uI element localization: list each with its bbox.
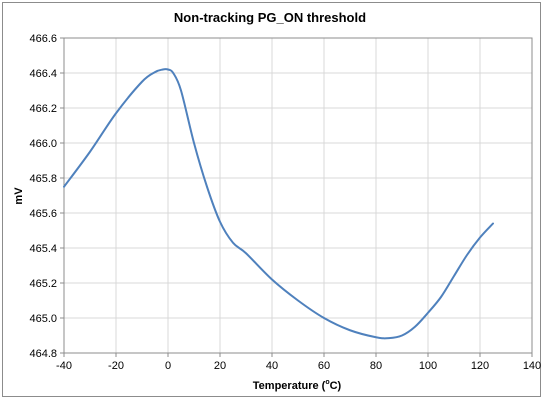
y-tick-label: 466.6 <box>29 33 57 45</box>
data-point <box>466 254 468 256</box>
data-point <box>388 337 390 339</box>
x-tick-label: 100 <box>419 360 437 372</box>
data-point <box>297 299 299 302</box>
data-point <box>401 334 403 337</box>
x-tick-label: 140 <box>523 360 541 372</box>
data-point <box>115 112 117 114</box>
data-point <box>162 68 164 71</box>
data-point <box>492 222 494 225</box>
data-point <box>89 151 91 153</box>
series-line <box>63 68 494 340</box>
y-tick-label: 466.4 <box>29 68 57 80</box>
y-tick-label: 466.2 <box>29 103 57 115</box>
x-tick-label: 120 <box>471 360 489 372</box>
data-point <box>245 252 247 254</box>
chart-title: Non-tracking PG_ON threshold <box>174 10 366 25</box>
data-point <box>167 68 169 71</box>
data-point <box>172 72 174 74</box>
data-point <box>427 312 429 314</box>
x-tick-label: 20 <box>214 360 226 372</box>
plot-area-border <box>63 37 533 354</box>
data-point <box>453 275 455 277</box>
tick-labels: -40 -20 0 20 40 60 80 100 120 140 464.8 465.0 465.2 4… <box>29 33 541 372</box>
gridlines <box>60 37 533 357</box>
y-tick-label: 465.4 <box>29 243 57 255</box>
data-point <box>479 236 481 239</box>
data-point <box>219 221 221 223</box>
x-axis-label: Temperature (oC) <box>253 379 342 392</box>
y-tick-label: 465.6 <box>29 208 57 220</box>
data-point <box>375 336 377 338</box>
x-axis-label-post: C) <box>330 380 342 392</box>
data-point <box>63 186 65 188</box>
y-tick-label: 465.0 <box>29 313 57 325</box>
x-tick-label: -20 <box>108 360 124 372</box>
data-point <box>141 81 143 83</box>
data-point <box>206 186 208 188</box>
data-point <box>154 71 156 73</box>
y-axis-label: mV <box>13 187 25 205</box>
y-tick-label: 464.8 <box>29 348 57 360</box>
data-point <box>440 296 442 298</box>
y-tick-label: 465.2 <box>29 278 57 290</box>
y-tick-label: 466.0 <box>29 138 57 150</box>
x-tick-label: 0 <box>165 360 171 372</box>
data-point <box>323 317 325 319</box>
series-layer <box>63 68 494 340</box>
data-point <box>180 89 182 92</box>
data-point <box>349 329 351 331</box>
data-point <box>271 278 273 281</box>
x-tick-label: 60 <box>318 360 330 372</box>
data-point <box>193 142 195 144</box>
x-axis-label-pre: Temperature ( <box>253 380 326 392</box>
x-tick-label: 80 <box>370 360 382 372</box>
data-point <box>232 242 234 244</box>
data-point <box>414 326 416 328</box>
x-tick-label: 40 <box>266 360 278 372</box>
y-tick-label: 465.8 <box>29 173 57 185</box>
x-tick-label: -40 <box>56 360 72 372</box>
x-axis-label-sup: o <box>325 379 329 386</box>
